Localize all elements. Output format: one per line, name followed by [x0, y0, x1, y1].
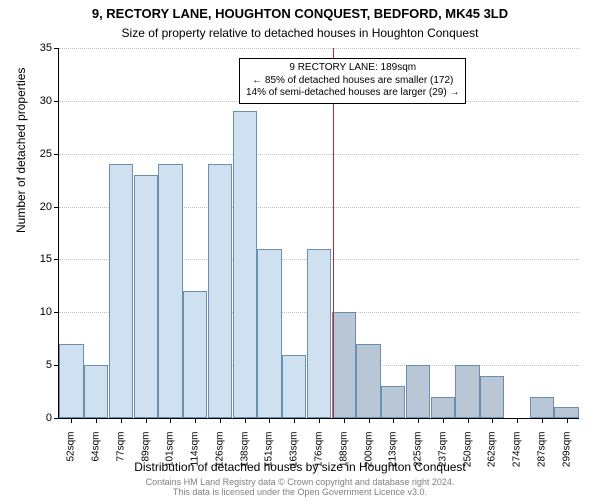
y-tick	[54, 101, 59, 102]
x-tick	[567, 418, 568, 423]
histogram-bar	[455, 365, 479, 418]
y-tick	[54, 207, 59, 208]
x-tick	[195, 418, 196, 423]
footer-attribution: Contains HM Land Registry data © Crown c…	[0, 478, 600, 498]
y-tick-label: 0	[22, 412, 52, 424]
x-tick	[146, 418, 147, 423]
y-tick	[54, 154, 59, 155]
annotation-line1: 9 RECTORY LANE: 189sqm	[246, 62, 459, 75]
x-tick	[121, 418, 122, 423]
histogram-bar	[530, 397, 554, 418]
x-tick	[369, 418, 370, 423]
y-tick-label: 15	[22, 253, 52, 265]
x-tick	[344, 418, 345, 423]
histogram-bar	[406, 365, 430, 418]
histogram-bar	[480, 376, 504, 418]
footer-line1: Contains HM Land Registry data © Crown c…	[146, 477, 455, 487]
histogram-bar	[109, 164, 133, 418]
y-tick-label: 25	[22, 148, 52, 160]
x-tick	[319, 418, 320, 423]
annotation-line3: 14% of semi-detached houses are larger (…	[246, 87, 459, 100]
histogram-bar	[381, 386, 405, 418]
y-tick-label: 35	[22, 42, 52, 54]
histogram-bar	[59, 344, 83, 418]
histogram-bar	[554, 407, 578, 418]
x-tick	[96, 418, 97, 423]
y-tick	[54, 418, 59, 419]
histogram-bar	[356, 344, 380, 418]
x-tick	[468, 418, 469, 423]
footer-line2: This data is licensed under the Open Gov…	[173, 487, 427, 497]
gridline	[59, 154, 579, 155]
x-tick	[443, 418, 444, 423]
y-tick-label: 10	[22, 306, 52, 318]
x-tick	[294, 418, 295, 423]
chart-subtitle: Size of property relative to detached ho…	[0, 26, 600, 40]
histogram-bar	[431, 397, 455, 418]
y-tick-label: 20	[22, 201, 52, 213]
x-tick	[517, 418, 518, 423]
annotation-box: 9 RECTORY LANE: 189sqm← 85% of detached …	[239, 58, 466, 104]
y-tick-label: 30	[22, 95, 52, 107]
chart-container: 9, RECTORY LANE, HOUGHTON CONQUEST, BEDF…	[0, 0, 600, 500]
histogram-bar	[282, 355, 306, 418]
x-tick	[492, 418, 493, 423]
histogram-bar	[257, 249, 281, 418]
chart-title: 9, RECTORY LANE, HOUGHTON CONQUEST, BEDF…	[0, 6, 600, 21]
gridline	[59, 48, 579, 49]
y-tick	[54, 312, 59, 313]
histogram-bar	[84, 365, 108, 418]
histogram-bar	[208, 164, 232, 418]
histogram-bar	[332, 312, 356, 418]
reference-line	[333, 48, 334, 418]
x-tick	[220, 418, 221, 423]
x-tick	[542, 418, 543, 423]
x-axis-label: Distribution of detached houses by size …	[0, 460, 600, 474]
x-tick	[393, 418, 394, 423]
annotation-line2: ← 85% of detached houses are smaller (17…	[246, 75, 459, 88]
x-tick	[170, 418, 171, 423]
histogram-bar	[307, 249, 331, 418]
histogram-bar	[233, 111, 257, 418]
x-tick	[269, 418, 270, 423]
x-tick	[71, 418, 72, 423]
x-tick	[245, 418, 246, 423]
histogram-bar	[158, 164, 182, 418]
plot-area: 52sqm64sqm77sqm89sqm101sqm114sqm126sqm13…	[58, 48, 579, 419]
y-tick-label: 5	[22, 359, 52, 371]
y-tick	[54, 259, 59, 260]
y-tick	[54, 48, 59, 49]
histogram-bar	[134, 175, 158, 418]
x-tick	[418, 418, 419, 423]
histogram-bar	[183, 291, 207, 418]
